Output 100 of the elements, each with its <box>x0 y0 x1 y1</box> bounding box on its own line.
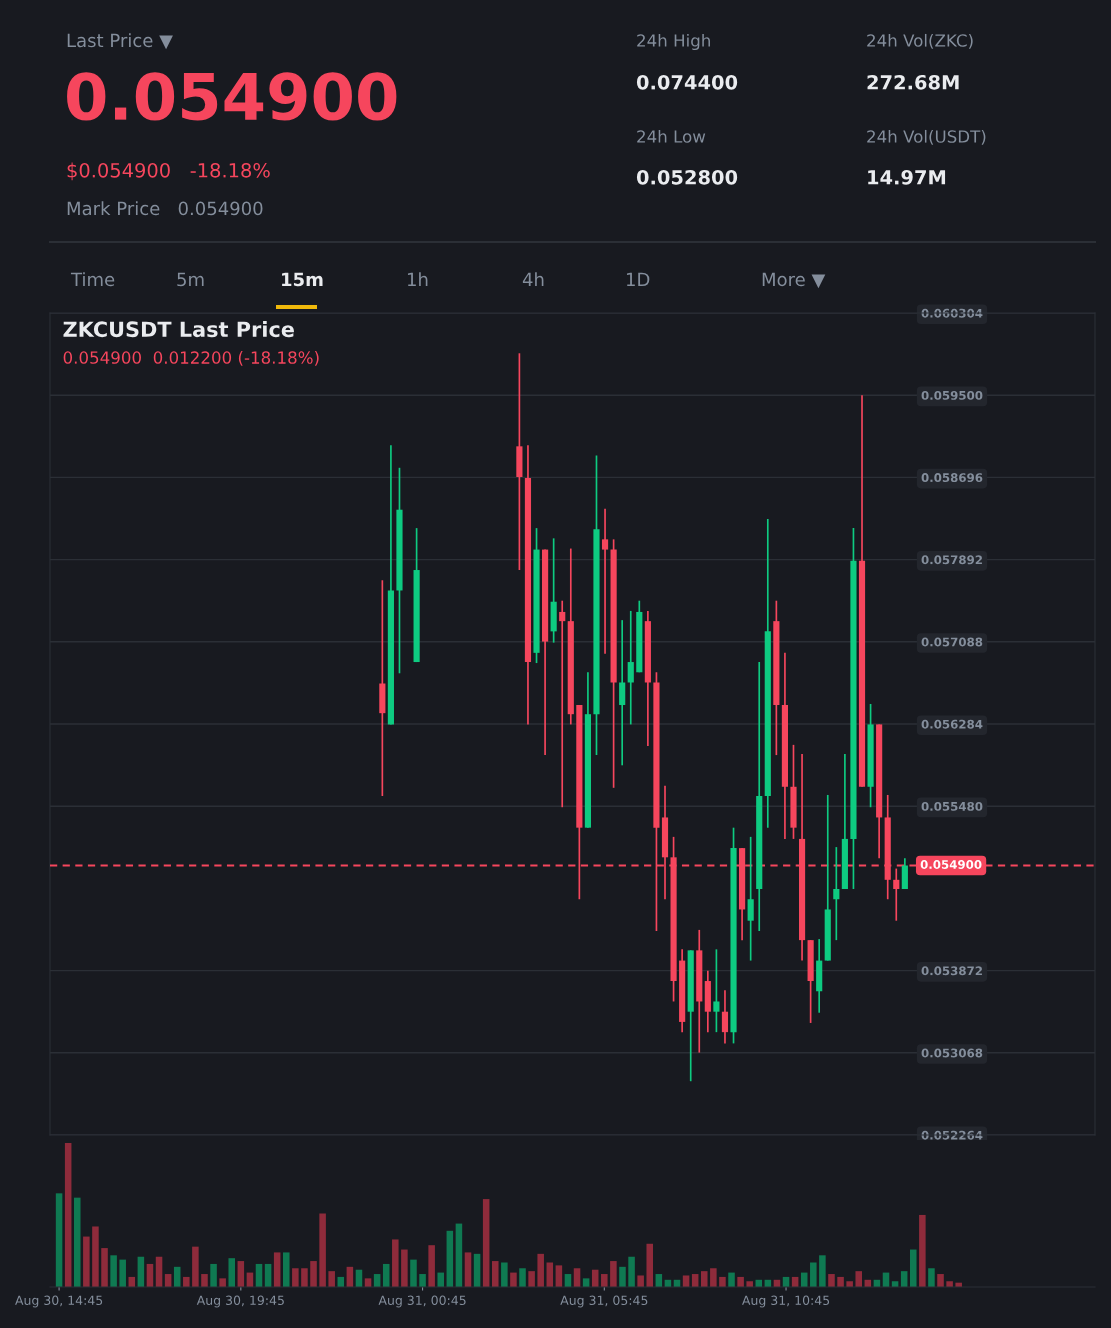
bar <box>228 1258 236 1287</box>
text: 15m <box>282 272 323 287</box>
text: Time <box>70 272 115 287</box>
bar <box>937 1274 944 1287</box>
text: 1D <box>626 272 650 286</box>
chart-title: ZKCUSDT Last Price <box>63 321 294 338</box>
candlestick <box>713 948 720 1033</box>
candlestick <box>833 846 840 941</box>
x-tick-label: Aug 31, 00:45 <box>378 1295 466 1308</box>
x-tick-label: Aug 31, 10:45 <box>742 1295 830 1308</box>
text: 1h <box>407 272 428 286</box>
bar <box>510 1272 517 1287</box>
candlestick <box>901 857 908 890</box>
bar <box>519 1268 526 1287</box>
bar <box>710 1268 717 1287</box>
y-tick-label: 0.053068 <box>921 1048 983 1058</box>
x-tick-label: Aug 30, 19:45 <box>196 1295 284 1308</box>
text: $0.054900 -18.18% <box>67 162 270 181</box>
bar <box>437 1272 445 1287</box>
bar <box>119 1259 126 1287</box>
bar <box>501 1262 508 1287</box>
text: 0.074400 <box>636 74 738 90</box>
text: More ▼ <box>762 272 826 289</box>
bar <box>183 1276 190 1287</box>
text: 24h Vol(ZKC) <box>867 33 973 49</box>
y-tick-label: 0.059500 <box>921 390 983 400</box>
y-tick-label: 0.056284 <box>921 719 983 729</box>
text: 24h Low <box>637 129 706 143</box>
text: 24h High <box>637 33 710 51</box>
bar <box>855 1271 863 1287</box>
bar <box>528 1271 535 1287</box>
bar <box>419 1274 426 1287</box>
bar <box>73 1197 81 1287</box>
bar <box>319 1213 326 1287</box>
bar <box>292 1268 299 1287</box>
bar <box>55 1193 63 1287</box>
y-tick-label: 0.057892 <box>921 555 982 565</box>
text: 5m <box>177 272 204 287</box>
x-tick-label: Aug 31, 05:45 <box>560 1295 648 1308</box>
bar <box>192 1246 199 1287</box>
bar <box>537 1253 544 1287</box>
text: 0.054900 <box>67 72 397 121</box>
bar <box>410 1259 417 1287</box>
bar <box>392 1239 399 1287</box>
y-tick-label: 0.053872 <box>921 966 982 976</box>
text: 4h <box>522 272 544 286</box>
bar <box>919 1214 926 1287</box>
candlestick <box>559 599 566 809</box>
bar <box>282 1252 290 1287</box>
bar <box>746 1281 753 1287</box>
bar <box>101 1248 108 1287</box>
bar <box>619 1266 626 1287</box>
bar <box>455 1223 463 1287</box>
bar <box>301 1268 308 1287</box>
candlestick <box>619 619 626 767</box>
bar <box>464 1252 472 1287</box>
bar <box>628 1256 635 1287</box>
bar <box>601 1274 608 1287</box>
bar <box>946 1281 953 1287</box>
candlestick <box>747 836 754 962</box>
y-tick-label: 0.060304 <box>921 308 983 318</box>
text: 24h Vol(USDT) <box>867 129 986 145</box>
bar <box>328 1271 335 1287</box>
bar <box>637 1275 644 1287</box>
candlestick <box>721 989 729 1045</box>
y-tick-label: 0.058696 <box>921 473 983 483</box>
bar <box>700 1271 708 1287</box>
bar <box>610 1261 617 1287</box>
bar <box>482 1199 490 1287</box>
text: 0.052800 <box>636 169 738 185</box>
candlestick <box>601 507 609 655</box>
text: 14.97M <box>868 169 946 185</box>
ref-line-label: 0.054900 <box>920 859 982 869</box>
text: Last Price ▼ <box>67 33 173 50</box>
bar <box>928 1268 935 1287</box>
y-tick-label: 0.057088 <box>921 637 983 647</box>
text: 272.68M <box>867 74 959 90</box>
bar <box>92 1226 99 1287</box>
bar <box>909 1249 917 1287</box>
text: Mark Price 0.054900 <box>67 201 263 216</box>
bar <box>446 1230 454 1287</box>
bar <box>401 1249 408 1287</box>
y-tick-label: 0.052264 <box>921 1130 983 1140</box>
bar <box>83 1236 90 1287</box>
bar <box>491 1261 499 1287</box>
bar <box>428 1245 435 1287</box>
bar <box>819 1255 826 1287</box>
bar <box>737 1276 744 1287</box>
candlestick <box>893 867 900 922</box>
bar <box>273 1252 281 1287</box>
x-tick-label: Aug 30, 14:45 <box>15 1295 103 1308</box>
candlestick <box>627 610 634 726</box>
bar <box>728 1272 735 1287</box>
text: 0.054900 0.012200 (-18.18%) <box>63 350 319 366</box>
bar <box>646 1243 654 1287</box>
bar <box>828 1274 835 1287</box>
bar <box>110 1255 117 1287</box>
bar <box>837 1276 844 1287</box>
bar <box>210 1263 217 1287</box>
bar <box>64 1142 72 1287</box>
